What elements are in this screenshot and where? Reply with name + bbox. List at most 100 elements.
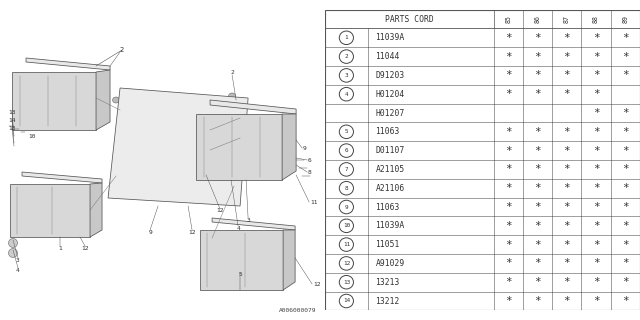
- Text: 14: 14: [8, 117, 15, 123]
- Text: *: *: [534, 296, 541, 306]
- Ellipse shape: [118, 104, 142, 124]
- Text: *: *: [622, 259, 628, 268]
- Ellipse shape: [146, 156, 170, 176]
- Ellipse shape: [113, 97, 120, 103]
- Text: 11039A: 11039A: [376, 221, 404, 230]
- Text: 89: 89: [622, 15, 628, 23]
- Text: *: *: [622, 202, 628, 212]
- Text: *: *: [534, 146, 541, 156]
- Text: *: *: [622, 108, 628, 118]
- Text: 4: 4: [344, 92, 348, 97]
- Text: 13212: 13212: [376, 297, 400, 306]
- Text: *: *: [505, 240, 511, 250]
- Ellipse shape: [109, 191, 116, 197]
- Text: *: *: [593, 296, 599, 306]
- Ellipse shape: [205, 158, 223, 173]
- Text: 87: 87: [564, 15, 570, 23]
- Text: *: *: [534, 89, 541, 99]
- Ellipse shape: [57, 195, 71, 205]
- Text: *: *: [593, 52, 599, 61]
- Text: *: *: [622, 146, 628, 156]
- Ellipse shape: [121, 107, 139, 122]
- Ellipse shape: [254, 153, 266, 163]
- Text: 11: 11: [310, 199, 317, 204]
- Polygon shape: [200, 230, 283, 290]
- Text: PARTS CORD: PARTS CORD: [385, 14, 434, 23]
- Text: *: *: [505, 33, 511, 43]
- Ellipse shape: [202, 156, 226, 176]
- Ellipse shape: [13, 217, 27, 228]
- Text: *: *: [505, 146, 511, 156]
- Text: 88: 88: [593, 15, 599, 23]
- Text: *: *: [534, 164, 541, 174]
- Ellipse shape: [177, 158, 195, 173]
- Polygon shape: [212, 218, 295, 230]
- Text: *: *: [505, 277, 511, 287]
- Polygon shape: [12, 72, 96, 130]
- Ellipse shape: [35, 217, 49, 228]
- Polygon shape: [96, 70, 110, 130]
- Text: *: *: [564, 70, 570, 80]
- Text: 9: 9: [344, 204, 348, 210]
- Polygon shape: [210, 100, 296, 114]
- Polygon shape: [283, 230, 295, 290]
- Text: 13: 13: [8, 125, 15, 131]
- Ellipse shape: [174, 156, 198, 176]
- Ellipse shape: [253, 242, 264, 251]
- Text: 11063: 11063: [376, 127, 400, 136]
- Text: 11044: 11044: [376, 52, 400, 61]
- Text: 12: 12: [343, 261, 350, 266]
- Text: 11063: 11063: [376, 203, 400, 212]
- Text: 11051: 11051: [376, 240, 400, 249]
- Text: *: *: [593, 221, 599, 231]
- Text: 3: 3: [344, 73, 348, 78]
- Text: 5: 5: [344, 129, 348, 134]
- Text: 10: 10: [28, 134, 35, 140]
- Ellipse shape: [121, 158, 139, 173]
- Text: *: *: [593, 259, 599, 268]
- Text: *: *: [564, 221, 570, 231]
- Ellipse shape: [218, 153, 230, 163]
- Text: *: *: [564, 146, 570, 156]
- Ellipse shape: [236, 125, 248, 135]
- Text: *: *: [564, 296, 570, 306]
- Text: 8: 8: [344, 186, 348, 191]
- Text: *: *: [564, 33, 570, 43]
- Ellipse shape: [202, 104, 226, 124]
- Text: 5: 5: [238, 273, 242, 277]
- Text: *: *: [622, 33, 628, 43]
- Ellipse shape: [35, 195, 49, 205]
- Polygon shape: [196, 114, 282, 180]
- Text: A006000079: A006000079: [278, 308, 316, 313]
- Text: 11039A: 11039A: [376, 33, 404, 42]
- Text: 12: 12: [313, 283, 321, 287]
- Text: *: *: [505, 89, 511, 99]
- Text: *: *: [505, 52, 511, 61]
- Text: 12: 12: [188, 229, 196, 235]
- Ellipse shape: [56, 81, 68, 91]
- Text: *: *: [505, 221, 511, 231]
- Text: *: *: [505, 259, 511, 268]
- Ellipse shape: [220, 268, 230, 276]
- Polygon shape: [90, 183, 102, 237]
- Ellipse shape: [75, 108, 87, 118]
- Text: *: *: [622, 164, 628, 174]
- Text: *: *: [622, 70, 628, 80]
- Text: *: *: [564, 240, 570, 250]
- Text: *: *: [593, 240, 599, 250]
- Text: *: *: [593, 183, 599, 193]
- Text: *: *: [622, 277, 628, 287]
- Text: *: *: [505, 70, 511, 80]
- Text: *: *: [564, 259, 570, 268]
- Ellipse shape: [220, 242, 230, 251]
- Text: *: *: [564, 183, 570, 193]
- Text: 13213: 13213: [376, 278, 400, 287]
- Ellipse shape: [13, 195, 27, 205]
- Text: 13: 13: [8, 109, 15, 115]
- Text: 11: 11: [343, 242, 350, 247]
- Text: 2: 2: [120, 47, 124, 53]
- Text: *: *: [505, 183, 511, 193]
- Text: 9: 9: [303, 146, 307, 150]
- Text: 4: 4: [16, 268, 20, 273]
- Ellipse shape: [56, 108, 68, 118]
